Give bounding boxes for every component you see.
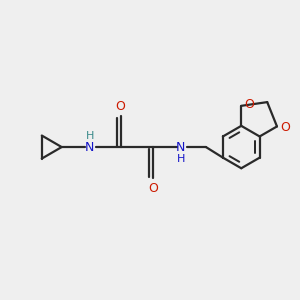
Text: O: O (116, 100, 125, 112)
Text: O: O (244, 98, 254, 111)
Text: H: H (177, 154, 185, 164)
Text: O: O (280, 122, 290, 134)
Text: H: H (85, 131, 94, 141)
Text: N: N (176, 141, 186, 154)
Text: N: N (85, 141, 94, 154)
Text: O: O (148, 182, 158, 194)
